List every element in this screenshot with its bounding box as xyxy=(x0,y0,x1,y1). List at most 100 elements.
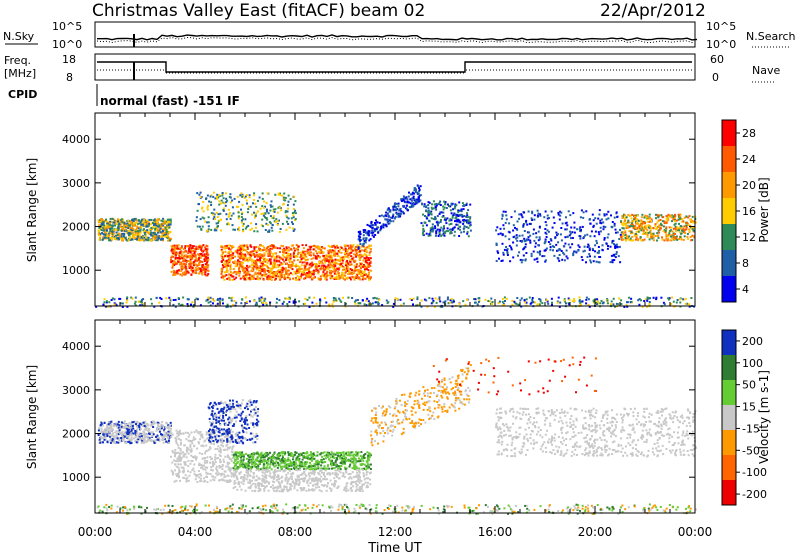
echo-cell xyxy=(359,267,362,270)
echo-cell xyxy=(602,301,605,304)
echo-cell xyxy=(450,222,452,225)
echo-cell xyxy=(649,227,652,230)
echo-cell xyxy=(315,268,318,271)
echo-cell xyxy=(648,213,651,216)
echo-cell xyxy=(629,215,632,218)
echo-cell xyxy=(264,205,266,208)
echo-cell xyxy=(161,220,164,223)
echo-cell xyxy=(619,233,622,236)
echo-cell xyxy=(357,302,360,305)
echo-cell xyxy=(579,237,582,240)
echo-cell xyxy=(231,296,234,299)
echo-cell xyxy=(362,229,365,231)
echo-cell xyxy=(284,196,287,199)
echo-cell xyxy=(162,221,165,224)
echo-cell xyxy=(160,238,163,241)
echo-cell xyxy=(442,208,445,211)
echo-cell xyxy=(143,423,146,425)
echo-cell xyxy=(265,269,267,272)
echo-cell xyxy=(309,274,312,276)
echo-cell xyxy=(277,254,280,257)
echo-cell xyxy=(181,253,184,256)
echo-cell xyxy=(592,224,595,227)
echo-cell xyxy=(168,296,171,299)
echo-cell xyxy=(668,232,671,235)
echo-cell xyxy=(191,301,194,304)
echo-cell xyxy=(127,233,130,236)
echo-cell xyxy=(344,247,347,250)
echo-cell xyxy=(144,439,147,442)
echo-cell xyxy=(467,219,470,222)
echo-cell xyxy=(128,422,131,425)
echo-cell xyxy=(361,271,364,274)
echo-cell xyxy=(232,272,235,274)
echo-cell xyxy=(161,232,164,235)
echo-cell xyxy=(419,199,422,202)
echo-cell xyxy=(515,237,518,240)
echo-cell xyxy=(389,216,392,219)
echo-cell xyxy=(330,251,333,254)
echo-cell xyxy=(353,253,355,256)
echo-cell xyxy=(446,203,449,206)
echo-cell xyxy=(640,299,642,302)
echo-cell xyxy=(506,254,509,256)
echo-cell xyxy=(243,278,246,281)
echo-cell xyxy=(248,205,250,208)
echo-cell xyxy=(287,275,290,277)
echo-cell xyxy=(667,238,670,241)
echo-cell xyxy=(537,212,540,215)
echo-cell xyxy=(574,250,577,253)
echo-cell xyxy=(468,224,471,227)
echo-cell xyxy=(687,238,690,240)
echo-cell xyxy=(103,224,106,227)
echo-cell xyxy=(335,262,338,265)
echo-cell xyxy=(207,296,210,299)
nsearch-tick-top: 10^5 xyxy=(706,20,736,33)
echo-cell xyxy=(111,217,114,220)
echo-cell xyxy=(569,246,572,249)
echo-cell xyxy=(253,299,256,302)
echo-cell xyxy=(337,272,340,275)
echo-cell xyxy=(264,212,267,215)
echo-cell xyxy=(306,268,309,271)
echo-cell xyxy=(386,208,389,211)
echo-cell xyxy=(422,213,424,216)
echo-cell xyxy=(181,274,183,277)
echo-cell xyxy=(522,224,525,227)
echo-cell xyxy=(358,265,361,268)
echo-cell xyxy=(225,192,227,195)
echo-cell xyxy=(115,228,118,231)
echo-cell xyxy=(286,249,289,252)
nave-label: Nave xyxy=(752,64,780,77)
echo-cell xyxy=(457,209,460,212)
echo-cell xyxy=(198,262,201,265)
echo-cell xyxy=(205,256,208,259)
echo-cell xyxy=(180,270,183,273)
echo-cell xyxy=(262,214,265,217)
echo-cell xyxy=(327,260,330,263)
echo-cell xyxy=(506,248,509,251)
echo-cell xyxy=(692,228,694,231)
echo-cell xyxy=(501,259,504,262)
echo-cell xyxy=(218,300,221,303)
echo-cell xyxy=(582,250,585,253)
echo-cell xyxy=(602,225,605,228)
echo-cell xyxy=(137,300,140,303)
echo-cell xyxy=(296,275,299,278)
echo-cell xyxy=(505,214,508,217)
echo-cell xyxy=(252,259,255,262)
echo-cell xyxy=(288,226,291,229)
echo-cell xyxy=(173,244,176,247)
echo-cell xyxy=(301,253,304,256)
echo-cell xyxy=(463,218,466,221)
echo-cell xyxy=(643,300,646,302)
echo-cell xyxy=(502,224,505,227)
echo-cell xyxy=(369,225,372,228)
echo-cell xyxy=(565,255,568,258)
echo-cell xyxy=(274,256,277,259)
echo-cell xyxy=(290,263,293,266)
echo-cell xyxy=(605,213,608,216)
echo-cell xyxy=(192,269,195,272)
echo-cell xyxy=(511,303,514,306)
echo-cell xyxy=(266,276,269,279)
